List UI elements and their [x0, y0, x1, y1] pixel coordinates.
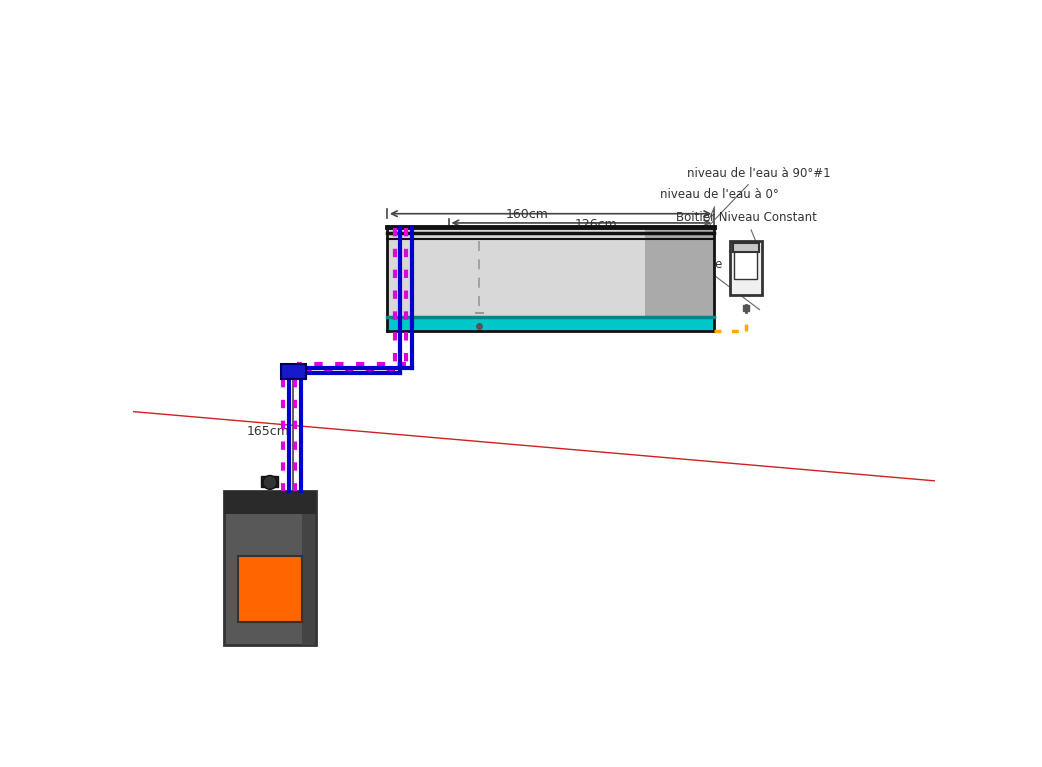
Text: vidange: vidange	[675, 258, 760, 310]
Bar	[302, 514, 315, 645]
Circle shape	[263, 476, 277, 489]
Bar	[645, 227, 714, 331]
Text: 63cm: 63cm	[498, 270, 538, 284]
Text: 126cm: 126cm	[575, 219, 618, 232]
Bar	[281, 364, 306, 379]
Text: niveau de l'eau à 90°#1: niveau de l'eau à 90°#1	[688, 166, 830, 226]
Bar	[387, 317, 714, 331]
Text: 160cm: 160cm	[505, 208, 548, 221]
Bar	[224, 491, 316, 514]
Bar	[733, 243, 759, 252]
Bar	[387, 227, 714, 331]
Bar	[238, 556, 302, 622]
Text: 165cm: 165cm	[247, 425, 290, 438]
Bar	[735, 249, 758, 279]
Bar	[262, 476, 278, 487]
Bar	[729, 241, 762, 295]
Text: niveau de l'eau à 0°: niveau de l'eau à 0°	[661, 189, 779, 232]
Text: Boitier Niveau Constant: Boitier Niveau Constant	[675, 212, 817, 253]
Bar	[224, 491, 316, 645]
